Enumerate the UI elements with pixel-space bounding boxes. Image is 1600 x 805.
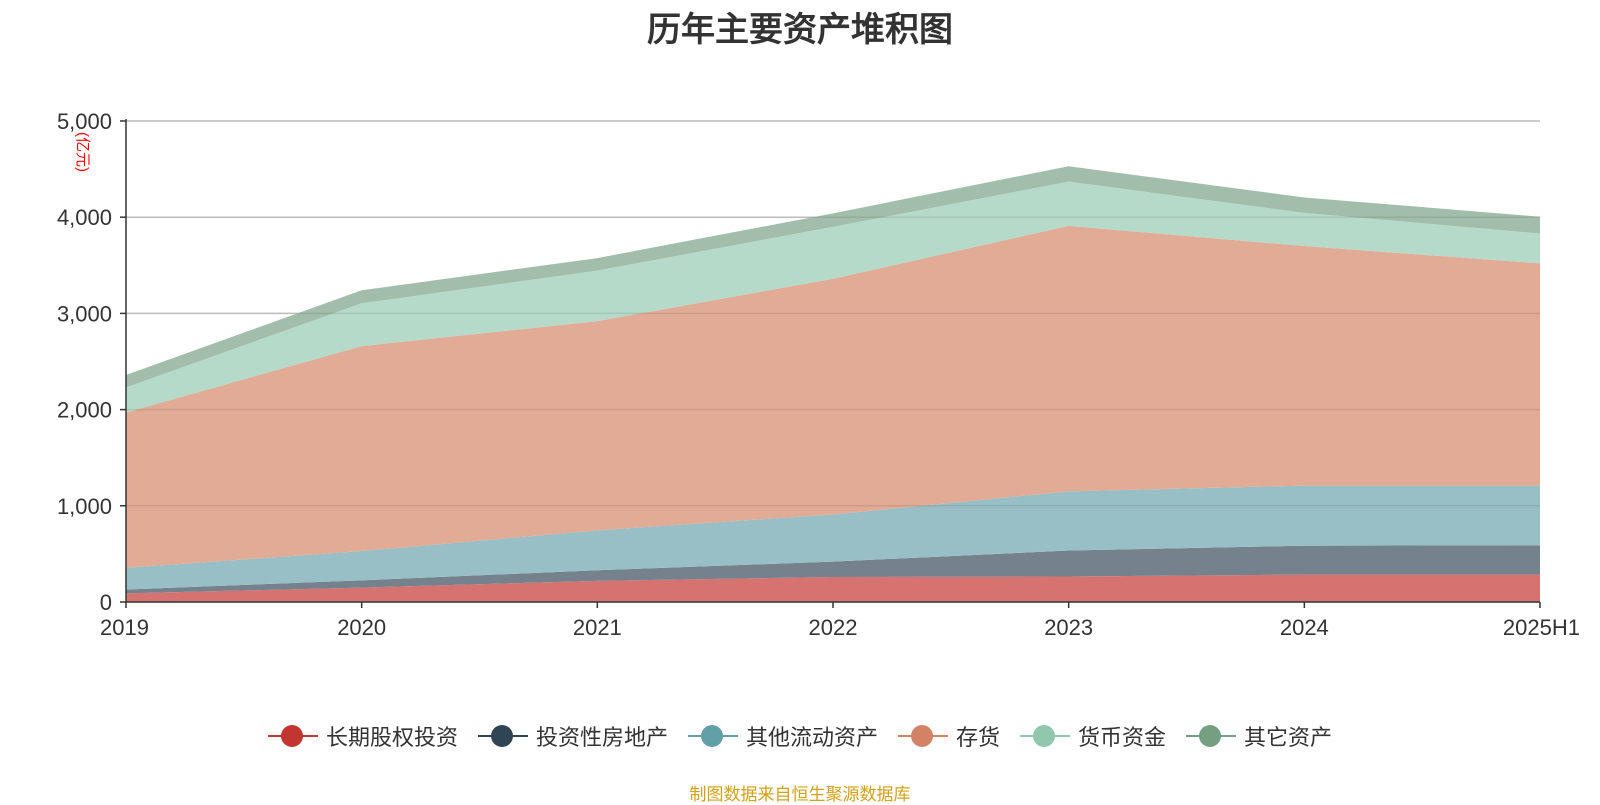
y-tick-label-0: 0 <box>100 590 112 615</box>
x-tick-label-5: 2024 <box>1280 615 1329 640</box>
legend-item-1[interactable]: 投资性房地产 <box>477 720 668 752</box>
legend: 长期股权投资 投资性房地产 其他流动资产 存货 货币资金 其它资产 <box>0 720 1600 752</box>
y-tick-label-4: 4,000 <box>57 205 112 230</box>
axes: 0 1,000 2,000 3,000 4,000 5,000 2019 2020 2021 20… <box>57 109 1580 640</box>
x-tick-label-3: 2022 <box>809 615 858 640</box>
y-tick-label-1: 1,000 <box>57 494 112 519</box>
legend-marker-icon <box>687 724 738 748</box>
legend-label: 长期股权投资 <box>325 725 458 750</box>
y-tick-label-5: 5,000 <box>57 109 112 134</box>
chart-title: 历年主要资产堆积图 <box>647 11 953 49</box>
x-tick-label-1: 2020 <box>337 615 386 640</box>
legend-item-0[interactable]: 长期股权投资 <box>267 720 458 752</box>
area-series-3 <box>126 225 1540 568</box>
data-source-note: 制图数据来自恒生聚源数据库 <box>689 785 911 804</box>
area-series-4 <box>126 181 1540 413</box>
y-tick-label-2: 2,000 <box>57 398 112 423</box>
x-tick-label-0: 2019 <box>100 615 149 640</box>
legend-label: 存货 <box>956 725 1001 750</box>
x-tick-label-6: 2025H1 <box>1503 615 1580 640</box>
legend-label: 货币资金 <box>1078 725 1167 750</box>
legend-item-4[interactable]: 货币资金 <box>1020 720 1166 752</box>
legend-item-3[interactable]: 存货 <box>898 720 1000 752</box>
legend-item-5[interactable]: 其它资产 <box>1186 720 1332 752</box>
legend-marker-icon <box>1186 724 1237 748</box>
area-series-2 <box>126 485 1540 590</box>
legend-label: 其它资产 <box>1244 725 1333 750</box>
legend-marker-icon <box>898 724 948 748</box>
legend-item-2[interactable]: 其他流动资产 <box>687 720 878 752</box>
legend-marker-icon <box>1020 724 1071 748</box>
legend-label: 投资性房地产 <box>535 725 668 750</box>
legend-marker-icon <box>477 724 528 748</box>
area-series-1 <box>126 545 1540 594</box>
stacked-area-chart: 0 1,000 2,000 3,000 4,000 5,000 2019 2020 2021 20… <box>57 109 1580 640</box>
legend-marker-icon <box>267 724 318 748</box>
x-tick-label-4: 2023 <box>1044 615 1093 640</box>
y-tick-label-3: 3,000 <box>57 301 112 326</box>
area-series-0 <box>126 574 1540 602</box>
legend-label: 其他流动资产 <box>745 725 878 750</box>
series-areas <box>126 120 1540 602</box>
x-tick-label-2: 2021 <box>573 615 622 640</box>
